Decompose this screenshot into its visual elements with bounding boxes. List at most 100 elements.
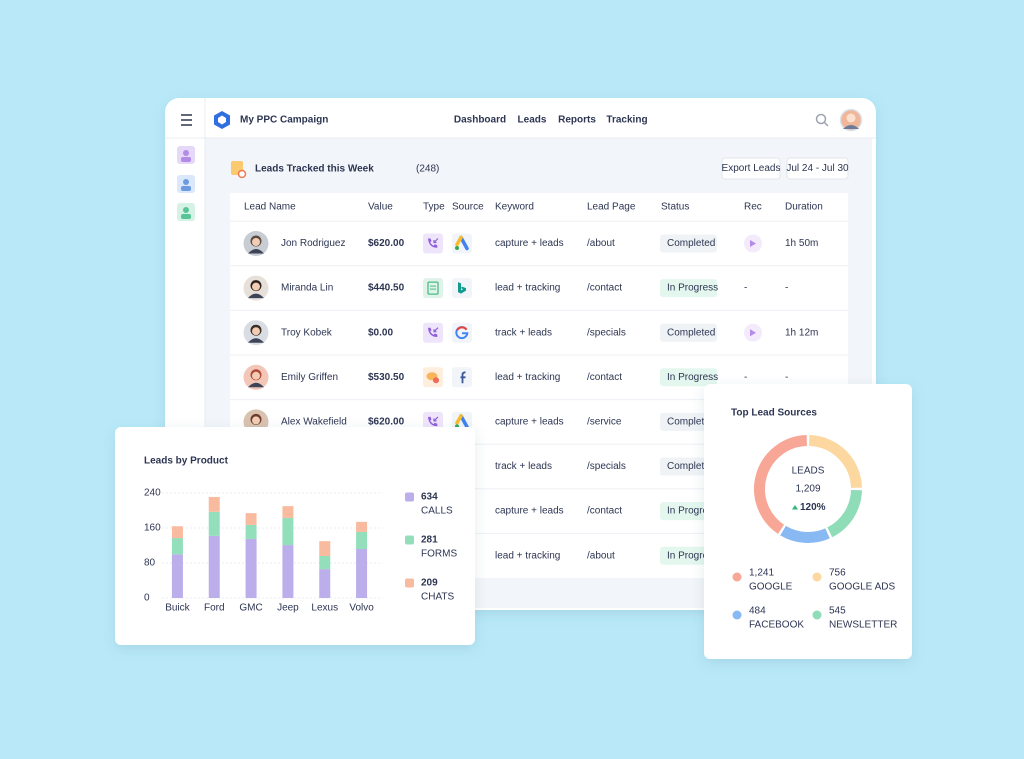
bar-segment — [208, 496, 220, 512]
chart-title: Top Lead Sources — [731, 408, 817, 419]
sidebar-icon-glyph — [181, 157, 191, 162]
lead-avatar-face — [252, 371, 260, 380]
keyword: lead + tracking — [495, 283, 560, 294]
sidebar-icon-glyph — [181, 186, 191, 191]
lead-name: Alex Wakefield — [281, 417, 347, 428]
button-label[interactable]: Jul 24 - Jul 30 — [786, 163, 849, 174]
play-glyph — [750, 329, 756, 337]
rec: - — [744, 283, 747, 294]
legend-dot — [732, 610, 742, 620]
lead-avatar-body — [248, 382, 264, 388]
lead-name: Miranda Lin — [281, 283, 333, 294]
lead-page: /about — [587, 550, 615, 561]
button-label[interactable]: Export Leads — [722, 163, 781, 174]
google-glyph — [456, 326, 468, 331]
x-tick-label: Volvo — [349, 603, 374, 614]
x-tick-label: Jeep — [277, 603, 299, 614]
column-header: Value — [368, 202, 393, 213]
phone-glyph — [428, 327, 438, 338]
legend-value: 756 — [829, 568, 846, 579]
bar-segment — [208, 535, 220, 598]
bing-glyph — [458, 282, 466, 294]
leads-count: (248) — [416, 164, 439, 175]
icon-chat — [423, 367, 443, 388]
avatar-face — [846, 113, 856, 123]
status: Completed — [667, 461, 715, 472]
play-glyph — [750, 240, 756, 247]
form-glyph — [427, 281, 439, 295]
chat-dot — [433, 377, 439, 384]
avatar-body — [843, 125, 859, 129]
status-pill — [660, 546, 717, 565]
button[interactable] — [786, 157, 849, 180]
chart-title: Leads by Product — [144, 456, 229, 467]
lead-page: /about — [587, 238, 615, 249]
sidebar-icon[interactable] — [177, 203, 195, 221]
legend-label: GOOGLE ADS — [829, 582, 895, 593]
legend-label: FACEBOOK — [749, 620, 804, 631]
nav-item[interactable]: Tracking — [606, 115, 647, 126]
status-pill — [660, 412, 717, 431]
icon-form — [423, 278, 443, 299]
legend-label: CALLS — [421, 506, 453, 517]
bar-segment — [356, 531, 368, 549]
app-title: My PPC Campaign — [240, 115, 328, 126]
y-tick-label: 80 — [144, 558, 156, 569]
sidebar-icon-glyph — [181, 214, 191, 219]
x-tick-label: Buick — [165, 603, 190, 614]
sidebar-icon[interactable] — [177, 146, 195, 164]
lead-page: /specials — [587, 327, 626, 338]
lead-avatar-body — [248, 249, 264, 254]
keyword: track + leads — [495, 461, 552, 472]
bar-segment — [319, 569, 331, 598]
search-button[interactable] — [815, 113, 829, 127]
duration: - — [785, 283, 788, 294]
bar-segment — [282, 506, 294, 518]
center-value: 1,209 — [795, 484, 820, 495]
sidebar-icon-glyph — [183, 179, 189, 185]
icon-call — [423, 322, 443, 343]
legend-label: NEWSLETTER — [829, 620, 897, 631]
legend-value: 545 — [829, 606, 846, 617]
bar-segment — [356, 521, 368, 532]
duration: - — [785, 372, 788, 383]
sidebar-icon-glyph — [183, 207, 189, 213]
legend-swatch — [405, 578, 414, 588]
leads-title: Leads Tracked this Week — [255, 164, 374, 175]
nav-item[interactable]: Reports — [558, 115, 596, 126]
menu-button[interactable] — [181, 114, 192, 126]
column-header: Duration — [785, 202, 823, 213]
button[interactable] — [721, 157, 781, 180]
donut-slice — [808, 435, 862, 489]
ads-glyph — [455, 246, 459, 250]
user-avatar[interactable] — [839, 108, 863, 132]
play-button[interactable] — [744, 234, 762, 253]
sidebar-icon[interactable] — [177, 175, 195, 193]
rec: - — [744, 372, 747, 383]
arrow-glyph — [433, 327, 439, 333]
bar-segment — [319, 541, 331, 556]
y-tick-label: 0 — [144, 593, 150, 604]
sidebar-icon-glyph — [183, 150, 189, 156]
x-tick-label: Ford — [204, 603, 225, 614]
nav-item[interactable]: Leads — [518, 115, 547, 126]
change-arrow — [792, 505, 798, 510]
legend-label: FORMS — [421, 549, 457, 560]
legend-value: 209 — [421, 578, 438, 589]
duration: 1h 12m — [785, 327, 818, 338]
donut-slice — [754, 435, 808, 534]
status-pill — [660, 502, 717, 521]
status: Completed — [667, 327, 715, 338]
nav-item[interactable]: Dashboard — [454, 115, 506, 126]
bar-segment — [208, 511, 220, 536]
keyword: capture + leads — [495, 238, 564, 249]
legend-swatch — [405, 492, 414, 502]
column-header: Lead Page — [587, 202, 636, 213]
status-pill — [660, 457, 717, 476]
bar-segment — [319, 556, 331, 570]
lead-avatar-face — [252, 238, 260, 246]
status-pill — [660, 323, 717, 342]
icon-call — [423, 233, 443, 254]
play-button[interactable] — [744, 323, 762, 342]
fb-glyph — [460, 371, 466, 384]
